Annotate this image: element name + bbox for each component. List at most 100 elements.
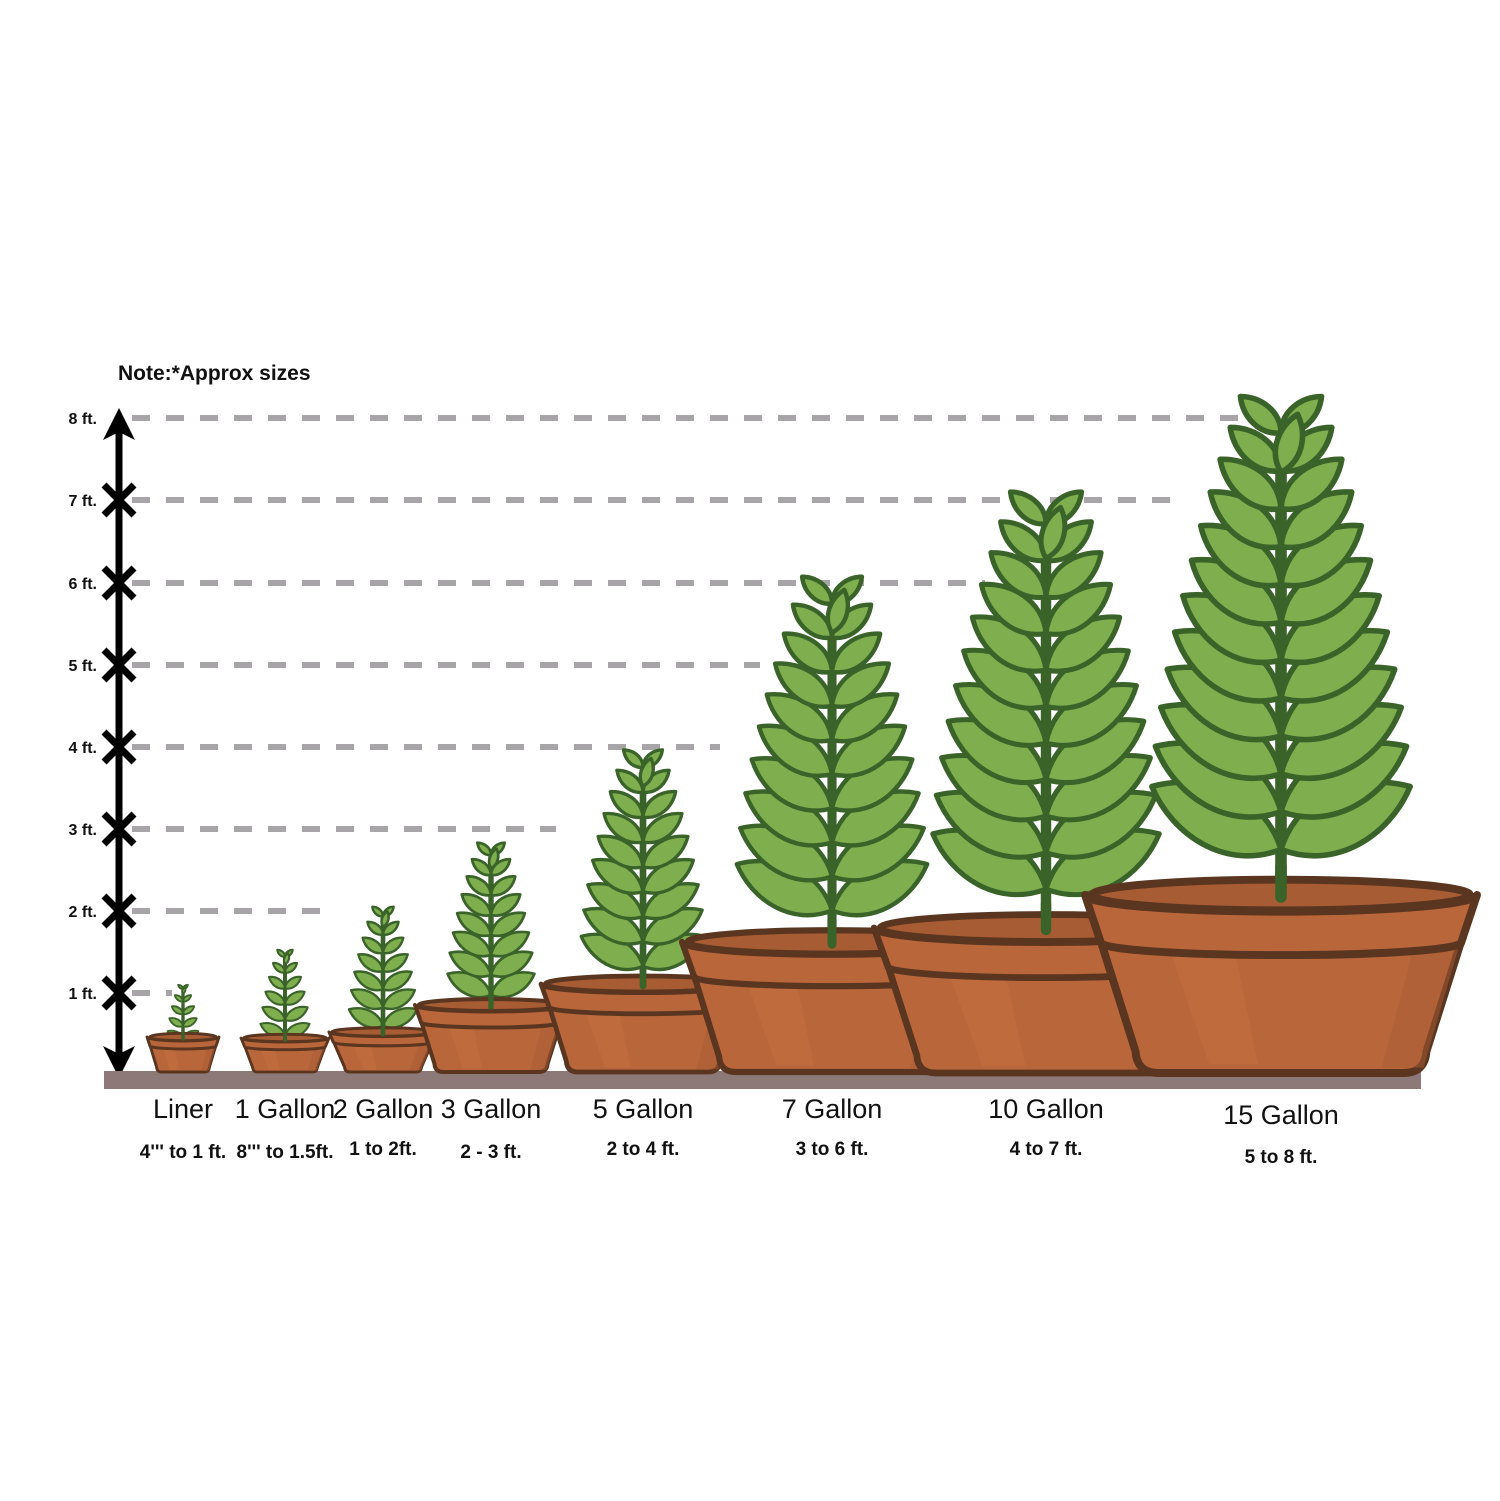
leaf [489, 875, 517, 897]
plants [145, 393, 1481, 1077]
leaf [1278, 456, 1345, 513]
pot-highlight [1169, 948, 1258, 1064]
leaf [756, 723, 835, 778]
leaf [641, 906, 704, 946]
size-label-10-gallon: 10 Gallon [988, 1094, 1104, 1124]
pot [538, 973, 748, 1075]
leaf [638, 756, 655, 788]
leaf [283, 990, 306, 1006]
leaf [283, 961, 298, 974]
size-label-15-gallon: 15 Gallon [1223, 1100, 1339, 1130]
leaf [168, 1017, 184, 1028]
leaf [582, 906, 645, 946]
leaf [381, 920, 400, 936]
leaf [641, 882, 700, 920]
leaf [489, 892, 522, 917]
plant-group-5-gallon [538, 748, 748, 1075]
leaf [621, 748, 645, 770]
leaf [349, 988, 385, 1010]
leaf [489, 911, 527, 938]
tick-mark-7ft [101, 482, 137, 518]
pot-shade [201, 1045, 216, 1071]
leaf [465, 875, 493, 897]
pot [1081, 875, 1481, 1077]
leaf [460, 892, 493, 917]
size-label-5-gallon: 5 Gallon [593, 1094, 694, 1124]
leaf [602, 811, 645, 845]
leaf [177, 983, 184, 990]
pot-highlight [584, 1009, 631, 1068]
axis-tick-label-1ft: 1 ft. [69, 986, 97, 1003]
axis-tick-label-5ft: 5 ft. [69, 658, 97, 675]
leaf [173, 994, 184, 1003]
size-label-3-gallon: 3 Gallon [441, 1094, 542, 1124]
axis-ticks: 8 ft. 7 ft. 6 ft. 5 ft. 4 ft. 3 ft. 2 ft. 1 ft. [69, 411, 137, 1011]
leaf [799, 574, 835, 606]
leaf [276, 948, 287, 958]
leaf [182, 1005, 196, 1015]
leaf [381, 988, 417, 1010]
leaf [1217, 456, 1284, 513]
note-text: Note:*Approx sizes [118, 362, 311, 385]
leaf [829, 631, 883, 675]
leaf [1043, 550, 1104, 600]
leaf [489, 930, 531, 958]
range-label-1-gallon: 8''' to 1.5ft. [237, 1142, 334, 1163]
pot-shade [530, 1023, 561, 1070]
leaf [264, 990, 287, 1006]
axis-tick-label-2ft: 2 ft. [69, 904, 97, 921]
size-label-1-gallon: 1 Gallon [235, 1094, 336, 1124]
leaf [381, 970, 413, 992]
leaf [475, 841, 493, 857]
pot-shade [1381, 945, 1460, 1068]
leaf [1007, 489, 1049, 527]
leaf [596, 834, 645, 870]
pot-highlight [947, 971, 1026, 1066]
pot-highlight [259, 1047, 280, 1071]
leaf [381, 936, 405, 955]
leaf [371, 905, 385, 918]
leaf [1237, 393, 1284, 436]
plant-group-15-gallon [1081, 393, 1481, 1077]
leaf [1278, 489, 1355, 551]
leaf [470, 857, 493, 877]
range-label-7-gallon: 3 to 6 ft. [796, 1139, 869, 1160]
leaf [1272, 411, 1306, 476]
leaf [641, 789, 678, 820]
leaf [781, 631, 835, 675]
leaf [182, 994, 193, 1003]
leaf [988, 550, 1049, 600]
plant-group-liner [145, 983, 221, 1074]
axis-tick-label-3ft: 3 ft. [69, 822, 97, 839]
gridlines [132, 415, 1270, 996]
leaf [282, 952, 291, 966]
size-label-2-gallon: 2 Gallon [333, 1094, 434, 1124]
pot-highlight [746, 980, 815, 1066]
range-label-2-gallon: 1 to 2ft. [349, 1139, 417, 1160]
leaf [455, 911, 493, 938]
leaf [170, 1005, 184, 1015]
axis-arrow-top-icon [103, 408, 135, 440]
range-label-15-gallon: 5 to 8 ft. [1245, 1147, 1318, 1168]
leaf [749, 756, 835, 813]
tick-mark-4ft [101, 729, 137, 765]
leaf [1038, 504, 1068, 561]
leaf [641, 834, 690, 870]
leaf [487, 847, 500, 870]
leaf [825, 587, 851, 635]
leaf [608, 789, 645, 820]
size-label-7-gallon: 7 Gallon [782, 1094, 883, 1124]
leaf [829, 756, 915, 813]
leaf [380, 910, 390, 928]
tick-mark-2ft [101, 893, 137, 929]
leaf [641, 811, 684, 845]
range-label-5-gallon: 2 to 4 ft. [607, 1139, 680, 1160]
leaf [969, 614, 1049, 674]
leaf [446, 971, 493, 999]
plant-group-1-gallon [239, 948, 331, 1074]
tick-mark-3ft [101, 811, 137, 847]
axis-tick-label-8ft: 8 ft. [69, 411, 97, 428]
axis-tick-label-6ft: 6 ft. [69, 576, 97, 593]
